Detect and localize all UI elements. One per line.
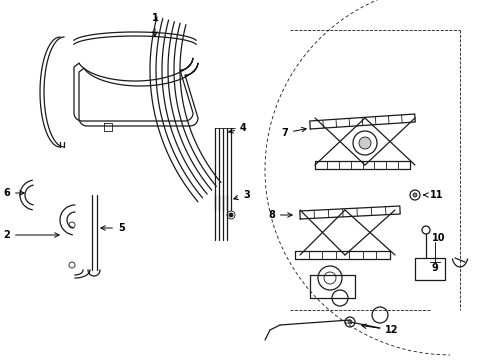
Text: 6: 6 — [3, 188, 24, 198]
Circle shape — [358, 137, 370, 149]
Text: 1: 1 — [151, 13, 158, 36]
Text: 3: 3 — [233, 190, 249, 200]
Circle shape — [347, 320, 351, 324]
Circle shape — [228, 213, 232, 217]
Text: 5: 5 — [101, 223, 124, 233]
Text: 4: 4 — [228, 123, 246, 133]
Circle shape — [412, 193, 416, 197]
Text: 7: 7 — [281, 127, 305, 138]
Text: 2: 2 — [3, 230, 59, 240]
Text: 12: 12 — [361, 324, 398, 335]
Text: 8: 8 — [267, 210, 291, 220]
Text: 10: 10 — [431, 233, 445, 243]
Text: 9: 9 — [431, 263, 438, 273]
Text: 11: 11 — [423, 190, 443, 200]
